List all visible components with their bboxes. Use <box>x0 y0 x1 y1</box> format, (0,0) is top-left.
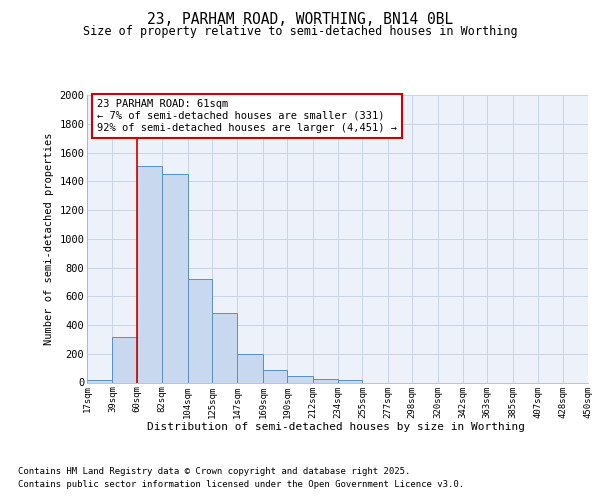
Bar <box>188 279 212 382</box>
Text: Contains public sector information licensed under the Open Government Licence v3: Contains public sector information licen… <box>18 480 464 489</box>
Bar <box>112 337 137 382</box>
Bar <box>238 354 263 382</box>
Text: Size of property relative to semi-detached houses in Worthing: Size of property relative to semi-detach… <box>83 25 517 38</box>
Bar <box>338 380 362 382</box>
Text: Distribution of semi-detached houses by size in Worthing: Distribution of semi-detached houses by … <box>147 422 525 432</box>
Bar <box>212 313 238 382</box>
Text: 23 PARHAM ROAD: 61sqm
← 7% of semi-detached houses are smaller (331)
92% of semi: 23 PARHAM ROAD: 61sqm ← 7% of semi-detac… <box>97 100 397 132</box>
Text: Contains HM Land Registry data © Crown copyright and database right 2025.: Contains HM Land Registry data © Crown c… <box>18 467 410 476</box>
Bar <box>287 376 313 382</box>
Bar <box>137 166 162 382</box>
Text: 23, PARHAM ROAD, WORTHING, BN14 0BL: 23, PARHAM ROAD, WORTHING, BN14 0BL <box>147 12 453 28</box>
Bar <box>313 379 338 382</box>
Bar <box>263 370 287 382</box>
Bar <box>87 380 112 382</box>
Y-axis label: Number of semi-detached properties: Number of semi-detached properties <box>44 132 53 345</box>
Bar <box>162 174 188 382</box>
